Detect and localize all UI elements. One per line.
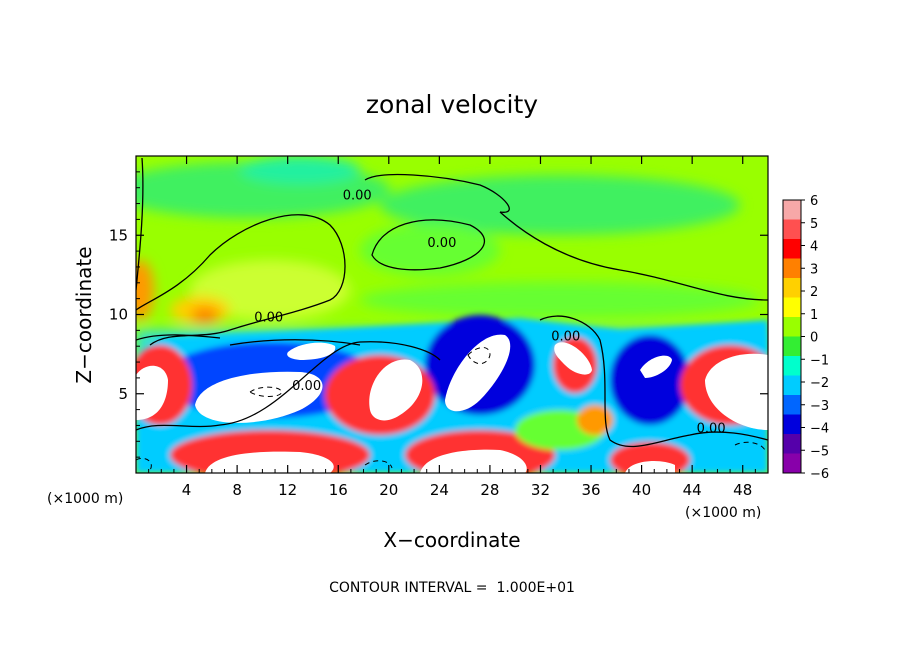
colorbar-swatch [783,375,801,396]
colorbar-tick-label: −5 [810,444,829,459]
y-axis-label: Z−coordinate [72,246,96,383]
x-tick-label: 40 [632,481,651,499]
colorbar-tick-label: −6 [810,467,829,482]
colorbar-tick-label: −2 [810,376,829,391]
colorbar-tick-label: −3 [810,399,829,414]
colorbar-tick-label: −4 [810,422,829,437]
x-tick-label: 32 [531,481,550,499]
colorbar-swatch [783,453,801,474]
x-tick-label: 4 [182,481,192,499]
y-axis-unit: (×1000 m) [47,491,123,507]
x-axis: 4 8 12 16 20 24 28 32 36 40 44 48 [148,156,756,499]
contour-labels: 0.00 0.00 0.00 0.00 0.00 0.00 [254,189,726,437]
x-tick-label: 12 [278,481,297,499]
colorbar-swatch [783,336,801,357]
y-tick-label: 10 [109,306,128,324]
colorbar-swatch [783,239,801,259]
colorbar-tick-label: 6 [810,194,818,209]
contour-label: 0.00 [254,311,283,326]
colorbar-swatch [783,200,801,220]
contour-label: 0.00 [551,330,580,345]
colorbar-swatch [783,414,801,435]
colorbar-tick-label: 0 [810,331,818,346]
colorbar-swatch [783,317,801,337]
y-tick-label: 5 [118,385,128,403]
colorbar-tick-label: 1 [810,308,818,323]
colorbar-swatch [783,219,801,240]
x-tick-label: 48 [733,481,752,499]
contour-label: 0.00 [292,379,321,394]
y-axis: 5 10 15 [109,171,768,458]
y-tick-label: 15 [109,226,128,244]
contour-interval-label: CONTOUR INTERVAL = 1.000E+01 [329,580,575,596]
x-tick-label: 8 [232,481,242,499]
contour-label: 0.00 [427,236,456,251]
heatmap-field: 0.00 0.00 0.00 0.00 0.00 0.00 [136,156,768,473]
colorbar-swatch [783,297,801,318]
x-tick-label: 16 [329,481,348,499]
x-tick-label: 28 [480,481,499,499]
colorbar-tick-label: 2 [810,285,818,300]
x-tick-label: 36 [581,481,600,499]
colorbar-tick-label: 4 [810,240,818,255]
x-tick-label: 24 [430,481,449,499]
contour-label: 0.00 [697,422,726,437]
colorbar-swatch [783,356,801,376]
colorbar: 6 5 4 3 2 1 0 −1 −2 −3 −4 −5 −6 [782,194,829,482]
x-tick-label: 44 [683,481,702,499]
colorbar-swatch [783,434,801,454]
colorbar-tick-label: −1 [810,353,829,368]
colorbar-swatch [783,278,801,298]
colorbar-tick-label: 5 [810,217,818,232]
x-tick-label: 20 [379,481,398,499]
colorbar-swatch [783,258,801,279]
colorbar-swatch [783,395,801,415]
chart-title: zonal velocity [366,90,538,119]
x-axis-unit: (×1000 m) [685,505,761,521]
colorbar-tick-label: 3 [810,262,818,277]
contour-label: 0.00 [343,189,372,204]
x-axis-label: X−coordinate [383,528,520,552]
